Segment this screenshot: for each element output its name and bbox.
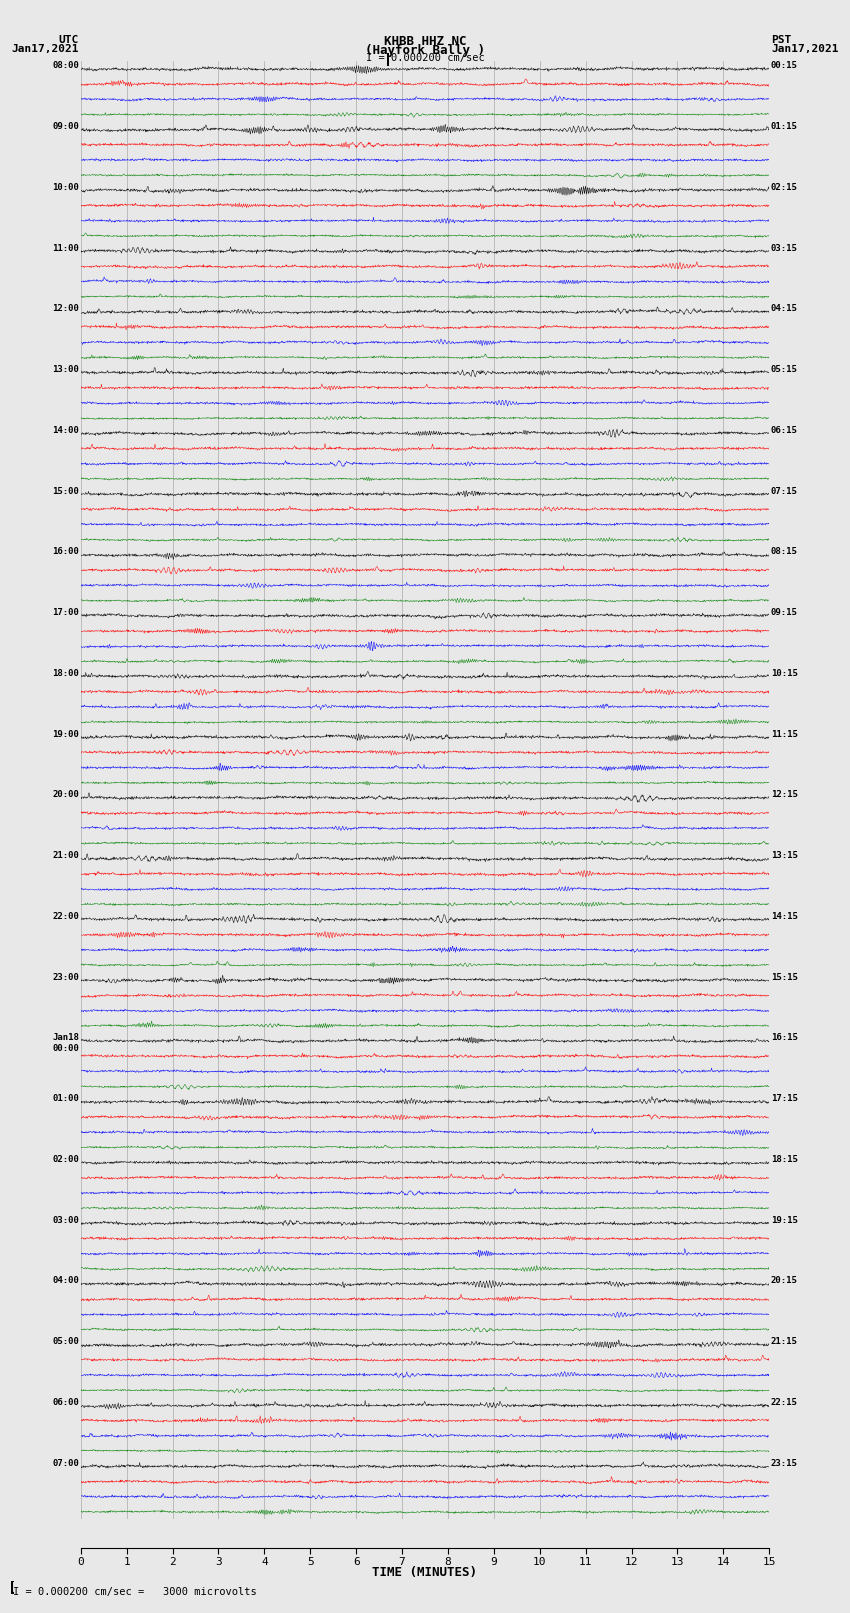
Text: I = 0.000200 cm/sec =   3000 microvolts: I = 0.000200 cm/sec = 3000 microvolts: [13, 1587, 257, 1597]
Text: I = 0.000200 cm/sec: I = 0.000200 cm/sec: [366, 53, 484, 63]
Text: 03:15: 03:15: [771, 244, 798, 253]
Text: 12:15: 12:15: [771, 790, 798, 800]
Text: 23:15: 23:15: [771, 1458, 798, 1468]
Text: 22:00: 22:00: [52, 911, 79, 921]
Text: PST: PST: [771, 35, 791, 45]
Text: 03:00: 03:00: [52, 1216, 79, 1224]
Text: TIME (MINUTES): TIME (MINUTES): [372, 1566, 478, 1579]
Text: UTC: UTC: [59, 35, 79, 45]
Text: 07:15: 07:15: [771, 487, 798, 495]
Text: 01:15: 01:15: [771, 123, 798, 131]
Text: (Hayfork Bally ): (Hayfork Bally ): [365, 44, 485, 58]
Text: 22:15: 22:15: [771, 1398, 798, 1407]
Text: 11:15: 11:15: [771, 729, 798, 739]
Text: 10:15: 10:15: [771, 669, 798, 677]
Text: Jan17,2021: Jan17,2021: [771, 44, 838, 55]
Text: 11:00: 11:00: [52, 244, 79, 253]
Text: 14:15: 14:15: [771, 911, 798, 921]
Text: 00:15: 00:15: [771, 61, 798, 71]
Text: Jan18
00:00: Jan18 00:00: [52, 1034, 79, 1053]
Text: 02:00: 02:00: [52, 1155, 79, 1165]
Text: 23:00: 23:00: [52, 973, 79, 982]
Text: 05:00: 05:00: [52, 1337, 79, 1347]
Text: 07:00: 07:00: [52, 1458, 79, 1468]
Text: 15:00: 15:00: [52, 487, 79, 495]
Text: 19:00: 19:00: [52, 729, 79, 739]
Text: 05:15: 05:15: [771, 365, 798, 374]
Text: 19:15: 19:15: [771, 1216, 798, 1224]
Text: Jan17,2021: Jan17,2021: [12, 44, 79, 55]
Text: 21:15: 21:15: [771, 1337, 798, 1347]
Text: 08:00: 08:00: [52, 61, 79, 71]
Text: 06:00: 06:00: [52, 1398, 79, 1407]
Text: 10:00: 10:00: [52, 182, 79, 192]
Text: 18:15: 18:15: [771, 1155, 798, 1165]
Text: 04:15: 04:15: [771, 305, 798, 313]
Text: 17:00: 17:00: [52, 608, 79, 618]
Text: 14:00: 14:00: [52, 426, 79, 436]
Text: 13:00: 13:00: [52, 365, 79, 374]
Text: 04:00: 04:00: [52, 1276, 79, 1286]
Text: 02:15: 02:15: [771, 182, 798, 192]
Text: 16:00: 16:00: [52, 547, 79, 556]
Text: 08:15: 08:15: [771, 547, 798, 556]
Text: 18:00: 18:00: [52, 669, 79, 677]
Text: 21:00: 21:00: [52, 852, 79, 860]
Text: 12:00: 12:00: [52, 305, 79, 313]
Text: 17:15: 17:15: [771, 1094, 798, 1103]
Text: 15:15: 15:15: [771, 973, 798, 982]
Text: 20:00: 20:00: [52, 790, 79, 800]
Text: KHBB HHZ NC: KHBB HHZ NC: [383, 35, 467, 48]
Text: 16:15: 16:15: [771, 1034, 798, 1042]
Text: 09:00: 09:00: [52, 123, 79, 131]
Text: 01:00: 01:00: [52, 1094, 79, 1103]
Text: 06:15: 06:15: [771, 426, 798, 436]
Text: 09:15: 09:15: [771, 608, 798, 618]
Text: 13:15: 13:15: [771, 852, 798, 860]
Text: 20:15: 20:15: [771, 1276, 798, 1286]
